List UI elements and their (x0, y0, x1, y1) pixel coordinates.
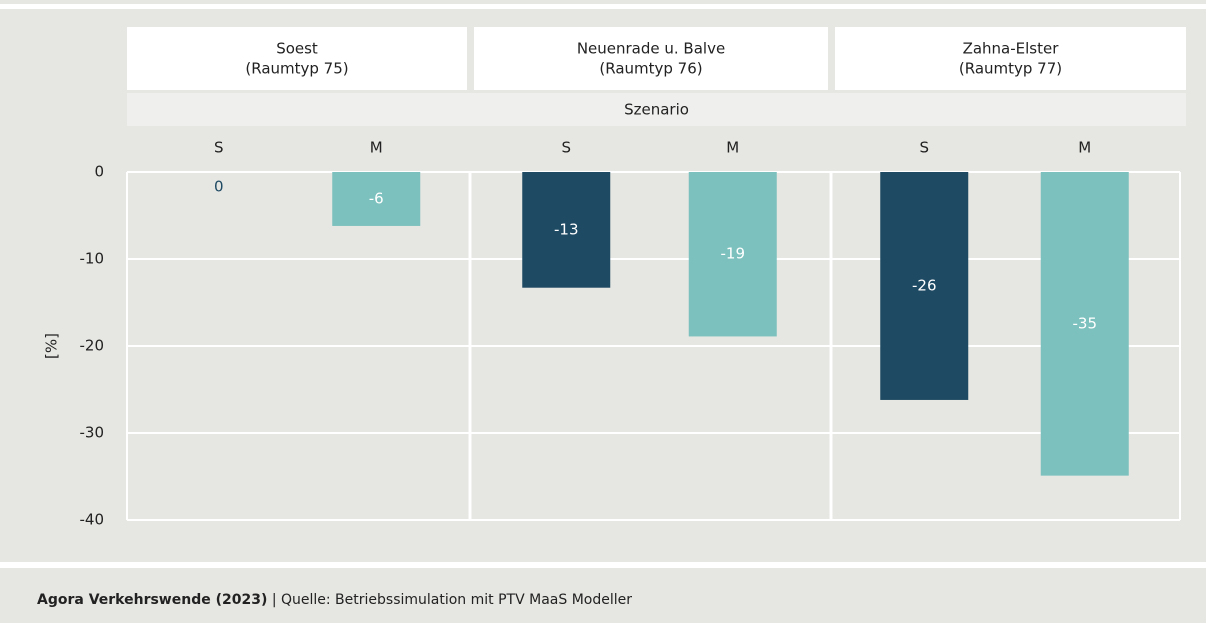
facet-title: Zahna-Elster (963, 40, 1060, 58)
x-tick-label: M (370, 139, 383, 157)
value-label: -6 (369, 189, 384, 207)
y-tick-label: -40 (80, 511, 105, 529)
x-tick-label: M (1078, 139, 1091, 157)
facet-header (835, 27, 1186, 90)
footer-background (0, 568, 1206, 623)
strip-label: Szenario (624, 101, 689, 119)
facet-title: Soest (276, 40, 318, 58)
facet-title: (Raumtyp 75) (245, 60, 348, 78)
bar (332, 172, 421, 226)
bar (1040, 172, 1129, 476)
bar (688, 172, 777, 337)
value-label: -13 (554, 220, 579, 238)
y-tick-label: -30 (80, 424, 105, 442)
value-label: 0 (214, 178, 224, 196)
facet-title: (Raumtyp 76) (599, 60, 702, 78)
value-label: -19 (721, 245, 746, 263)
top-band (0, 0, 1206, 4)
facet-title: Neuenrade u. Balve (577, 40, 725, 58)
bar (880, 172, 969, 400)
value-label: -26 (912, 276, 937, 294)
footer-separator: | (272, 592, 277, 608)
facet-header (127, 27, 467, 90)
x-tick-label: S (561, 139, 571, 157)
y-tick-label: 0 (94, 163, 104, 181)
y-axis-label: [%] (43, 333, 61, 359)
x-tick-label: S (919, 139, 929, 157)
footer-source: Quelle: Betriebssimulation mit PTV MaaS … (281, 592, 632, 608)
x-tick-label: M (726, 139, 739, 157)
y-tick-label: -20 (80, 337, 105, 355)
strip-background (127, 93, 1186, 126)
facet-header (474, 27, 828, 90)
footer-author: Agora Verkehrswende (2023) (37, 592, 267, 608)
value-label: -35 (1073, 314, 1098, 332)
x-tick-label: S (214, 139, 224, 157)
bar (522, 172, 611, 288)
footer: Agora Verkehrswende (2023) | Quelle: Bet… (37, 592, 632, 608)
facet-title: (Raumtyp 77) (959, 60, 1062, 78)
y-tick-label: -10 (80, 250, 105, 268)
